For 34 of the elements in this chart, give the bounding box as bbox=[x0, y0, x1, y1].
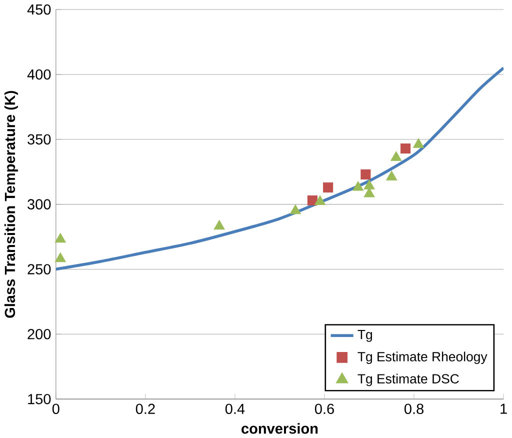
point bbox=[214, 220, 225, 230]
point bbox=[386, 170, 398, 180]
point bbox=[360, 169, 371, 180]
point bbox=[352, 181, 364, 191]
x-axis-title: conversion bbox=[242, 423, 318, 434]
y-tick-label: 200 bbox=[28, 328, 51, 340]
y-tick-label: 350 bbox=[28, 134, 51, 144]
x-tick-label: 0.4 bbox=[225, 404, 245, 414]
y-tick-label: 450 bbox=[27, 4, 51, 15]
y-tick-label: 400 bbox=[27, 69, 51, 80]
y-axis-title: Glass Transition Temperature (K) bbox=[4, 90, 18, 318]
y-tick-label: 250 bbox=[28, 264, 51, 274]
point bbox=[412, 138, 424, 148]
point bbox=[307, 195, 318, 206]
y-tick-label: 150 bbox=[28, 394, 51, 404]
point bbox=[54, 252, 66, 262]
legend-label: Tg Estimate Rheology bbox=[358, 352, 488, 364]
point bbox=[54, 232, 66, 243]
x-tick-label: 0.2 bbox=[136, 404, 155, 414]
point bbox=[390, 151, 402, 161]
point bbox=[290, 204, 301, 214]
x-tick-label: 1 bbox=[500, 404, 507, 414]
legend-label: Tg bbox=[358, 330, 372, 342]
point bbox=[364, 188, 375, 198]
x-tick-label: 0.8 bbox=[404, 404, 424, 414]
x-tick-label: 0.6 bbox=[314, 404, 334, 414]
line-series bbox=[56, 66, 504, 271]
x-tick-label: 0 bbox=[52, 404, 60, 414]
point bbox=[400, 143, 411, 154]
point bbox=[364, 180, 375, 190]
point bbox=[314, 195, 326, 205]
point bbox=[323, 182, 334, 192]
y-tick-label: 300 bbox=[28, 199, 51, 210]
legend-label: Tg Estimate DSC bbox=[358, 374, 459, 386]
